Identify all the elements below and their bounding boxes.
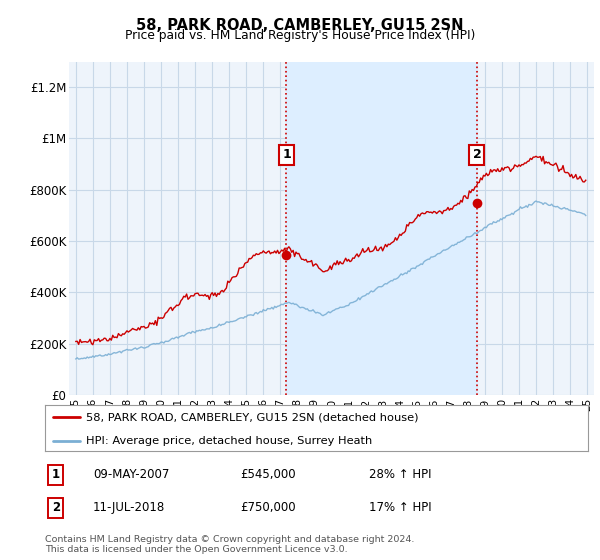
Text: 58, PARK ROAD, CAMBERLEY, GU15 2SN (detached house): 58, PARK ROAD, CAMBERLEY, GU15 2SN (deta… bbox=[86, 412, 418, 422]
Text: 1: 1 bbox=[282, 148, 291, 161]
Text: 28% ↑ HPI: 28% ↑ HPI bbox=[369, 468, 431, 482]
Text: Contains HM Land Registry data © Crown copyright and database right 2024.
This d: Contains HM Land Registry data © Crown c… bbox=[45, 535, 415, 554]
Text: 09-MAY-2007: 09-MAY-2007 bbox=[93, 468, 169, 482]
Text: 58, PARK ROAD, CAMBERLEY, GU15 2SN: 58, PARK ROAD, CAMBERLEY, GU15 2SN bbox=[136, 18, 464, 33]
Bar bbox=[286, 62, 477, 395]
Text: £750,000: £750,000 bbox=[240, 501, 296, 515]
Text: 17% ↑ HPI: 17% ↑ HPI bbox=[369, 501, 431, 515]
Text: £545,000: £545,000 bbox=[240, 468, 296, 482]
Text: 2: 2 bbox=[473, 148, 481, 161]
Text: 11-JUL-2018: 11-JUL-2018 bbox=[93, 501, 165, 515]
Text: Price paid vs. HM Land Registry's House Price Index (HPI): Price paid vs. HM Land Registry's House … bbox=[125, 29, 475, 42]
Text: 2: 2 bbox=[52, 501, 60, 515]
Text: 1: 1 bbox=[52, 468, 60, 482]
Text: HPI: Average price, detached house, Surrey Heath: HPI: Average price, detached house, Surr… bbox=[86, 436, 372, 446]
